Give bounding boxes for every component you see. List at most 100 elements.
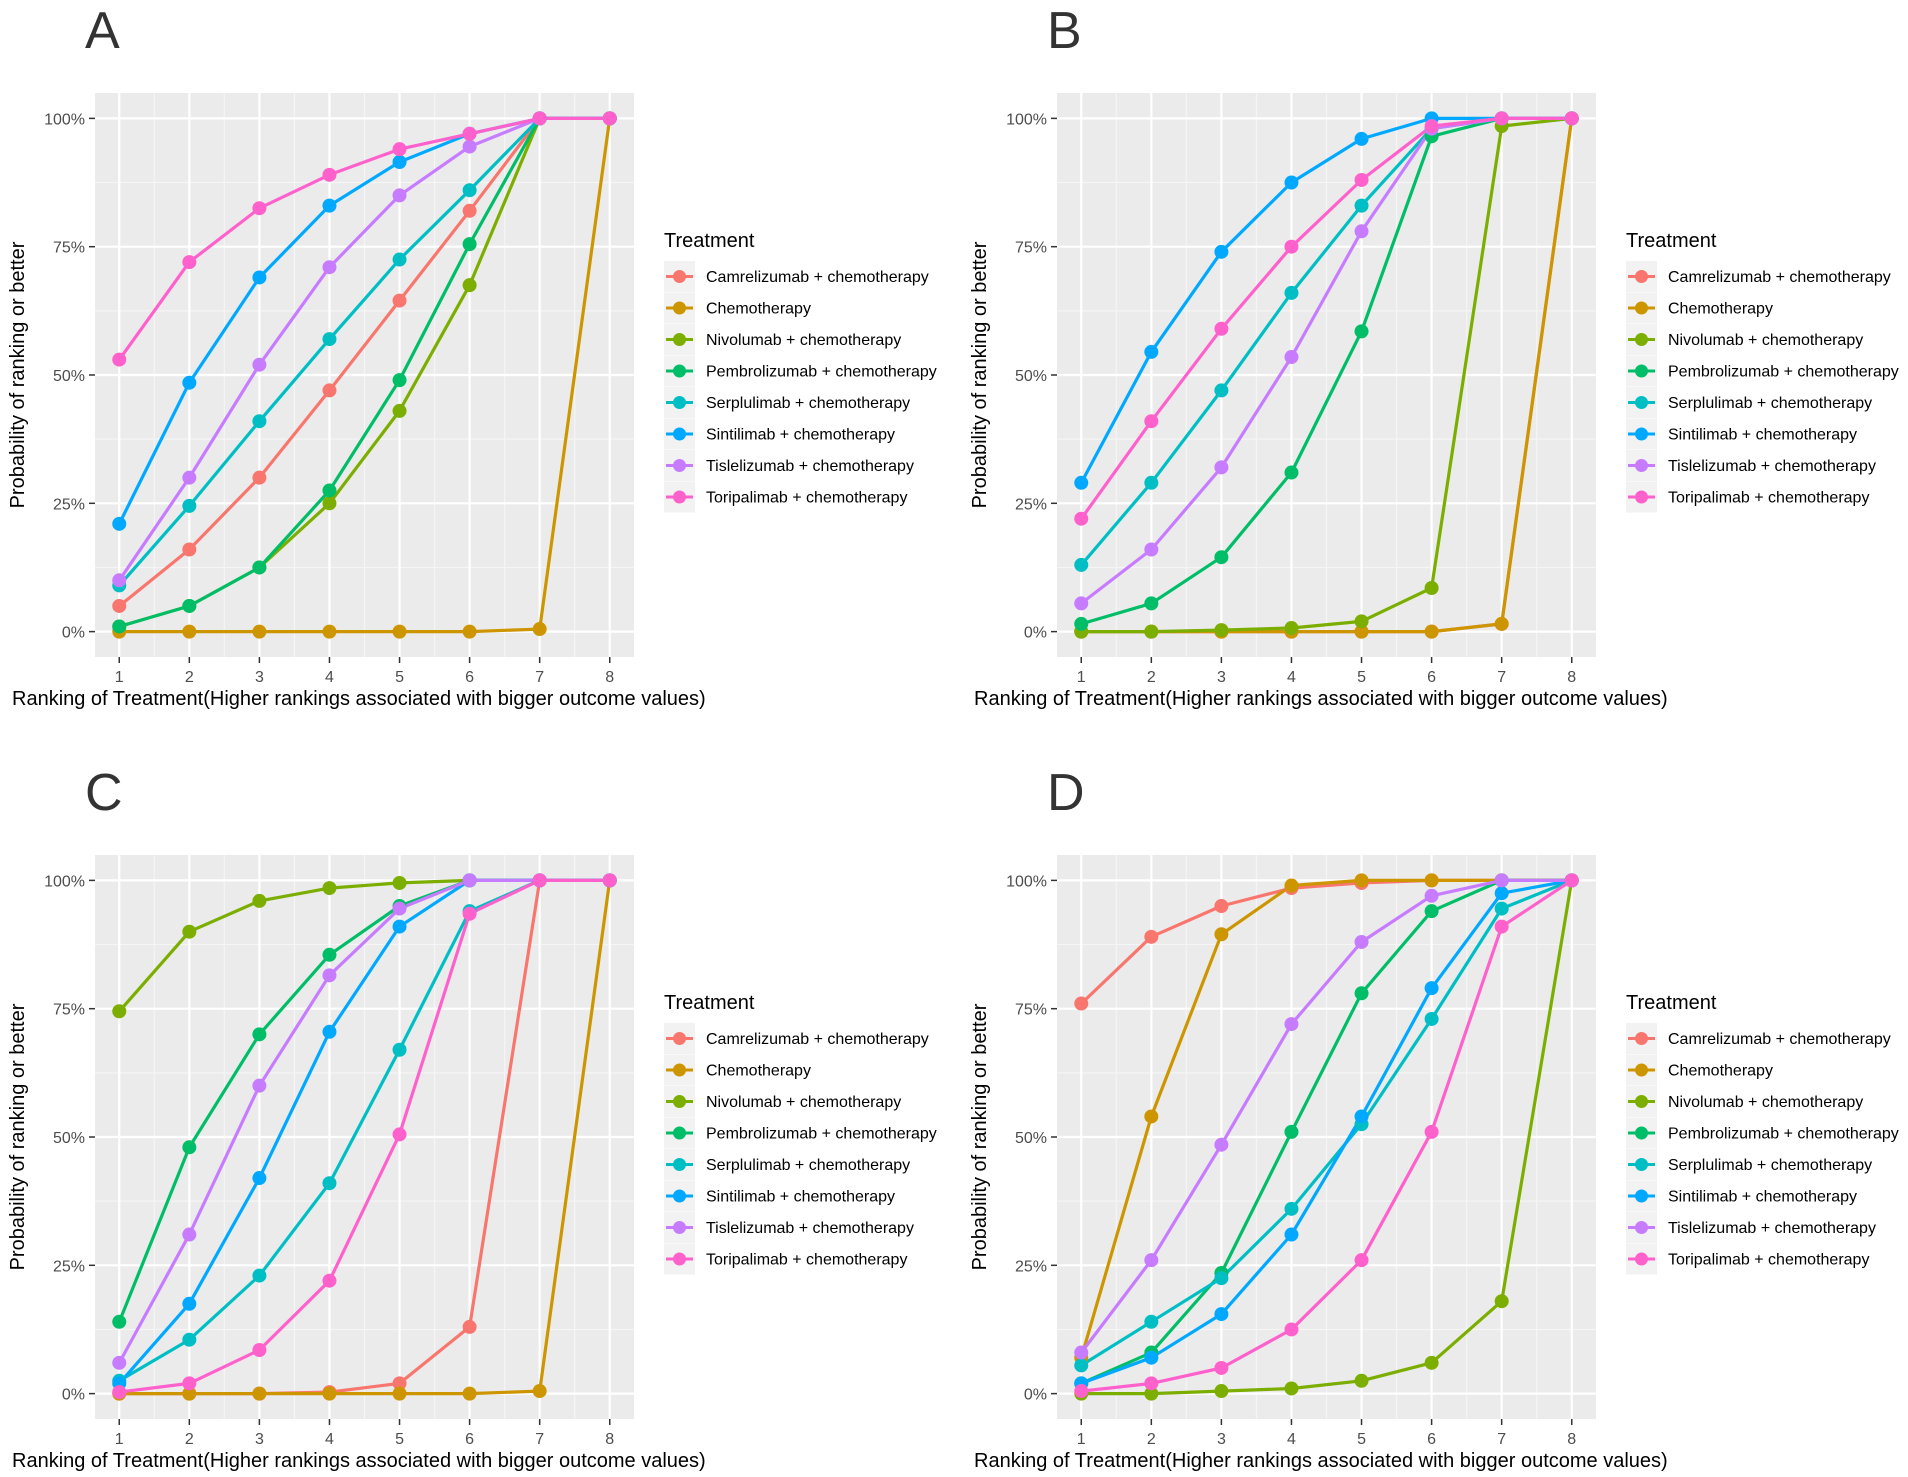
legend-label: Toripalimab + chemotherapy [1668,490,1869,507]
data-point-chemotherapy [1354,873,1369,888]
series-line-toripalimab-chemotherapy [118,116,610,361]
data-point-toripalimab-chemotherapy [1074,511,1089,526]
data-point-camrelizumab-chemotherapy [252,470,267,485]
legend-item: Sintilimab + chemotherapy [1626,418,1857,450]
series-line-pembrolizumab-chemotherapy [1080,878,1572,1385]
legend-key-point [1635,490,1648,504]
data-point-chemotherapy [182,624,197,639]
data-point-chemotherapy [252,624,267,639]
legend-item: Sintilimab + chemotherapy [664,418,895,450]
data-point-toripalimab-chemotherapy [1144,414,1159,429]
data-point-tislelizumab-chemotherapy [112,1355,127,1370]
legend-item: Pembrolizumab + chemotherapy [1626,355,1899,387]
legend-item: Pembrolizumab + chemotherapy [664,1117,937,1149]
data-point-serplulimab-chemotherapy [182,498,197,513]
data-point-toripalimab-chemotherapy [112,352,127,367]
series-line-nivolumab-chemotherapy [1081,880,1574,1396]
series-line-sintilimab-chemotherapy [1080,878,1572,1385]
data-point-nivolumab-chemotherapy [392,403,407,418]
data-point-sintilimab-chemotherapy [1354,1109,1369,1124]
data-point-serplulimab-chemotherapy [1354,198,1369,213]
data-point-nivolumab-chemotherapy [1284,1381,1299,1396]
panel-letter: C [85,764,123,822]
data-point-pembrolizumab-chemotherapy [322,483,337,498]
y-tick-label: 50% [1015,1130,1047,1147]
data-point-tislelizumab-chemotherapy [1144,1253,1159,1268]
legend-label: Pembrolizumab + chemotherapy [1668,1126,1899,1143]
legend-item: Camrelizumab + chemotherapy [1626,1023,1891,1054]
data-point-toripalimab-chemotherapy [602,873,617,888]
legend-item: Camrelizumab + chemotherapy [1626,261,1891,292]
data-point-nivolumab-chemotherapy [112,1004,127,1019]
data-point-tislelizumab-chemotherapy [322,968,337,983]
series-line-tislelizumab-chemotherapy [117,116,610,582]
data-point-pembrolizumab-chemotherapy [252,560,267,575]
y-tick-label: 0% [62,1387,85,1404]
legend-item: Toripalimab + chemotherapy [664,481,907,513]
data-point-pembrolizumab-chemotherapy [1214,550,1229,565]
data-point-toripalimab-chemotherapy [462,906,477,921]
legend-key-point [1635,1126,1648,1140]
panel-a: A 0% 25% 50% 75% 100% 1 2 3 4 5 6 7 8 Ranking of Treat… [7,2,937,710]
legend-label: Serplulimab + chemotherapy [1668,395,1872,412]
data-point-nivolumab-chemotherapy [1284,621,1299,636]
data-point-toripalimab-chemotherapy [1494,919,1509,934]
legend-key-point [673,270,686,283]
panel-d: D 0% 25% 50% 75% 100% 1 2 3 4 5 6 7 8 Ranking of Treat… [969,764,1899,1472]
legend-key-point [1635,1252,1648,1266]
legend-key-point [1635,459,1648,472]
y-axis-title: Probability of ranking or better [7,241,29,508]
legend-label: Chemotherapy [706,1063,811,1080]
data-point-chemotherapy [392,1386,407,1401]
x-tick-label: 7 [1497,1431,1506,1448]
data-point-tislelizumab-chemotherapy [462,873,477,888]
data-point-chemotherapy [182,1386,197,1401]
data-point-sintilimab-chemotherapy [392,155,407,170]
legend-item: Tislelizumab + chemotherapy [1626,1212,1876,1243]
legend-item: Chemotherapy [664,1054,811,1086]
x-tick-label: 4 [325,1431,334,1448]
data-point-camrelizumab-chemotherapy [1214,899,1229,914]
y-tick-label: 25% [1015,496,1047,513]
x-tick-label: 8 [605,1431,614,1448]
legend-key-point [673,427,686,441]
y-tick-label: 50% [1015,368,1047,385]
data-point-nivolumab-chemotherapy [252,893,267,908]
data-point-tislelizumab-chemotherapy [182,470,197,485]
legend-key-point [673,396,686,409]
data-point-chemotherapy [1424,624,1439,639]
legend-key-point [673,301,686,315]
legend-item: Sintilimab + chemotherapy [1626,1180,1857,1212]
legend-key-point [673,1032,686,1045]
data-point-tislelizumab-chemotherapy [392,188,407,203]
legend-item: Toripalimab + chemotherapy [1626,1243,1869,1275]
data-point-chemotherapy [532,622,547,637]
data-point-toripalimab-chemotherapy [1564,111,1579,126]
data-point-tislelizumab-chemotherapy [1424,888,1439,903]
x-tick-label: 3 [1217,669,1226,686]
data-point-sintilimab-chemotherapy [322,1024,337,1039]
x-tick-label: 7 [1497,669,1506,686]
data-point-tislelizumab-chemotherapy [1074,1345,1089,1360]
data-point-nivolumab-chemotherapy [392,875,407,890]
panel-b: B 0% 25% 50% 75% 100% 1 2 3 4 5 6 7 8 Ranking of Treat… [969,2,1899,710]
data-point-tislelizumab-chemotherapy [1284,350,1299,365]
data-point-toripalimab-chemotherapy [1494,111,1509,126]
legend-key-point [1635,1221,1648,1234]
series-line-serplulimab-chemotherapy [118,116,610,587]
data-point-nivolumab-chemotherapy [1354,1373,1369,1388]
x-tick-label: 1 [115,1431,124,1448]
legend-key-point [1635,270,1648,283]
y-tick-label: 100% [1006,111,1047,128]
x-tick-label: 1 [1077,1431,1086,1448]
data-point-camrelizumab-chemotherapy [1144,929,1159,944]
legend-item: Nivolumab + chemotherapy [664,324,901,355]
legend-title: Treatment [664,230,755,252]
x-tick-label: 4 [1287,669,1296,686]
y-tick-label: 100% [44,873,85,890]
series-line-camrelizumab-chemotherapy [118,116,610,608]
legend-label: Chemotherapy [1668,301,1773,318]
data-point-tislelizumab-chemotherapy [1214,1137,1229,1152]
data-point-sintilimab-chemotherapy [1494,886,1509,901]
data-point-sintilimab-chemotherapy [1074,475,1089,490]
